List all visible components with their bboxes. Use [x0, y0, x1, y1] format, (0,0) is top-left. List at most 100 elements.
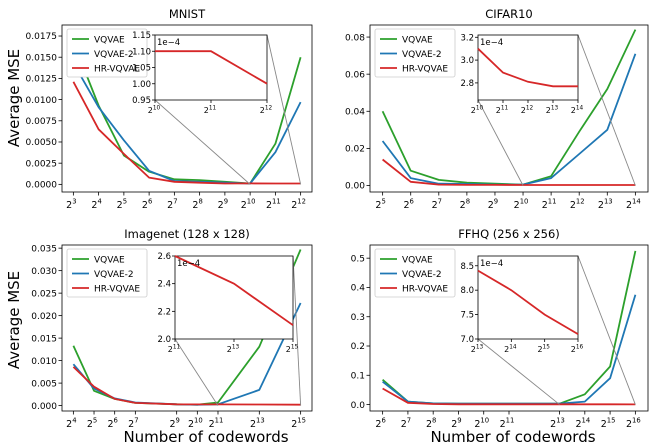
y-tick-label: 0.02 [345, 145, 365, 155]
inset-x-tick-label: 214 [571, 105, 584, 115]
inset-x-tick-label: 213 [227, 344, 240, 354]
x-tick-label: 28 [460, 198, 470, 211]
inset-y-tick-label: 7.5 [460, 311, 474, 321]
y-tick-label: 0.04 [345, 107, 365, 117]
series-line-hr-vqvae [382, 158, 636, 186]
chart-title: CIFAR10 [485, 7, 532, 21]
x-tick-label: 215 [291, 417, 306, 430]
legend-label: VQVAE-2 [402, 270, 442, 280]
y-tick-label: 0.005 [31, 379, 57, 389]
y-tick-label: 0.020 [31, 312, 57, 322]
inset-x-tick-label: 215 [286, 344, 299, 354]
inset-x-tick-label: 212 [260, 105, 273, 115]
y-tick-label: 0.06 [345, 70, 365, 80]
inset-x-tick-label: 213 [546, 105, 559, 115]
legend: VQVAE VQVAE-2 HR-VQVAE [374, 248, 456, 298]
inset-y-tick-label: 0.95 [132, 96, 151, 106]
chart-title: FFHQ (256 x 256) [458, 227, 560, 241]
inset-y-tick-label: 3.0 [460, 56, 474, 66]
chart-panel-3: Imagenet (128 x 128)24 25 26 27 29 210 211 213 2… [31, 227, 313, 430]
inset-x-tick-label: 213 [471, 344, 484, 354]
x-axis-label-left: Number of codewords [123, 428, 288, 446]
x-tick-label: 212 [291, 198, 306, 211]
x-tick-label: 28 [192, 198, 202, 211]
y-tick-label: 0.010 [31, 357, 57, 367]
inset-y-tick-label: 8.0 [460, 286, 474, 296]
y-tick-label: 0.0025 [26, 159, 58, 169]
inset-y-tick-label: 2.8 [460, 79, 474, 89]
inset-chart: 2.8 3.0 3.2 210 211 212 213 214 1e−4 [460, 33, 636, 186]
y-tick-label: 0.035 [31, 244, 57, 254]
inset-x-tick-label: 210 [471, 105, 484, 115]
y-tick-label: 0.1 [351, 371, 365, 381]
legend-label: VQVAE [402, 255, 433, 265]
x-tick-label: 27 [128, 417, 138, 430]
y-tick-label: 0.000 [31, 402, 57, 412]
legend-label: VQVAE-2 [94, 50, 134, 60]
legend-label: HR-VQVAE [402, 64, 448, 74]
inset-y-tick-label: 7.0 [460, 335, 474, 345]
x-tick-label: 210 [188, 417, 203, 430]
chart-title: Imagenet (128 x 128) [124, 227, 250, 241]
legend-label: VQVAE-2 [94, 270, 134, 280]
inset-chart: 2.0 2.2 2.4 2.6 211 213 215 1e−4 [157, 252, 302, 406]
x-tick-label: 29 [451, 417, 461, 430]
inset-y-tick-label: 3.2 [460, 33, 474, 43]
series-line-vqvae [72, 41, 302, 185]
y-tick-label: 0.0050 [26, 138, 58, 148]
y-tick-label: 0.025 [31, 289, 57, 299]
x-tick-label: 27 [401, 417, 411, 430]
zoom-connector-right [266, 34, 302, 185]
inset-x-tick-label: 212 [521, 105, 534, 115]
inset-y-tick-label: 1.10 [132, 47, 151, 57]
y-tick-label: 0.4 [351, 284, 366, 294]
chart-panel-1: MNIST 23 24 25 26 27 28 29 210 211 212 0.0000 0.0025… [26, 7, 313, 211]
y-tick-label: 0.0175 [26, 32, 58, 42]
y-axis-label-bottom: Average MSE [5, 271, 23, 369]
y-tick-label: 0.0100 [26, 96, 58, 106]
x-tick-label: 212 [570, 198, 585, 211]
x-tick-label: 213 [550, 417, 565, 430]
chart-panel-2: CIFAR10 25 26 27 28 29 210 211 212 213 214 0.00 0.02… [345, 7, 649, 211]
inset-y-tick-label: 2.2 [157, 307, 171, 317]
plot-frame [369, 244, 649, 412]
x-tick-label: 25 [117, 198, 127, 211]
series-line-hr-vqvae [72, 81, 301, 185]
inset-x-tick-label: 211 [168, 344, 181, 354]
x-axis-label-right: Number of codewords [430, 428, 595, 446]
inset-x-tick-label: 211 [204, 105, 217, 115]
x-tick-label: 26 [375, 417, 385, 430]
x-tick-label: 25 [375, 198, 385, 211]
y-tick-label: 0.3 [351, 313, 365, 323]
zoom-connector-left [154, 99, 251, 185]
inset-y-tick-label: 2.4 [157, 280, 171, 290]
x-tick-label: 213 [250, 417, 265, 430]
inset-offset-text: 1e−4 [480, 38, 503, 48]
legend: VQVAE VQVAE-2 HR-VQVAE [66, 28, 148, 78]
x-tick-label: 211 [266, 198, 281, 211]
series-line-hr-vqvae [72, 366, 301, 406]
inset-series-line [155, 50, 268, 85]
y-tick-label: 0.0 [351, 401, 366, 411]
x-tick-label: 210 [514, 198, 529, 211]
x-tick-label: 211 [209, 417, 224, 430]
series-line-hr-vqvae [382, 387, 636, 406]
x-tick-label: 215 [601, 417, 616, 430]
inset-y-tick-label: 2.0 [157, 335, 171, 345]
inset-y-tick-label: 8.5 [460, 262, 474, 272]
y-tick-label: 0.08 [345, 33, 365, 43]
legend-box [66, 28, 148, 78]
inset-chart: 7.0 7.5 8.0 8.5 213 214 215 216 1e−4 [460, 255, 636, 405]
legend-label: HR-VQVAE [402, 284, 448, 294]
x-tick-label: 26 [404, 198, 414, 211]
x-tick-label: 29 [218, 198, 228, 211]
legend-label: HR-VQVAE [94, 284, 140, 294]
x-tick-label: 24 [66, 417, 76, 430]
x-tick-label: 29 [488, 198, 498, 211]
inset-series-line [174, 255, 294, 326]
legend-box [374, 28, 456, 78]
plot-frame [61, 244, 313, 412]
inset-frame [174, 255, 294, 340]
chart-panel-4: FFHQ (256 x 256) 26 27 28 29 210 211 213 214 215 2… [351, 227, 649, 430]
